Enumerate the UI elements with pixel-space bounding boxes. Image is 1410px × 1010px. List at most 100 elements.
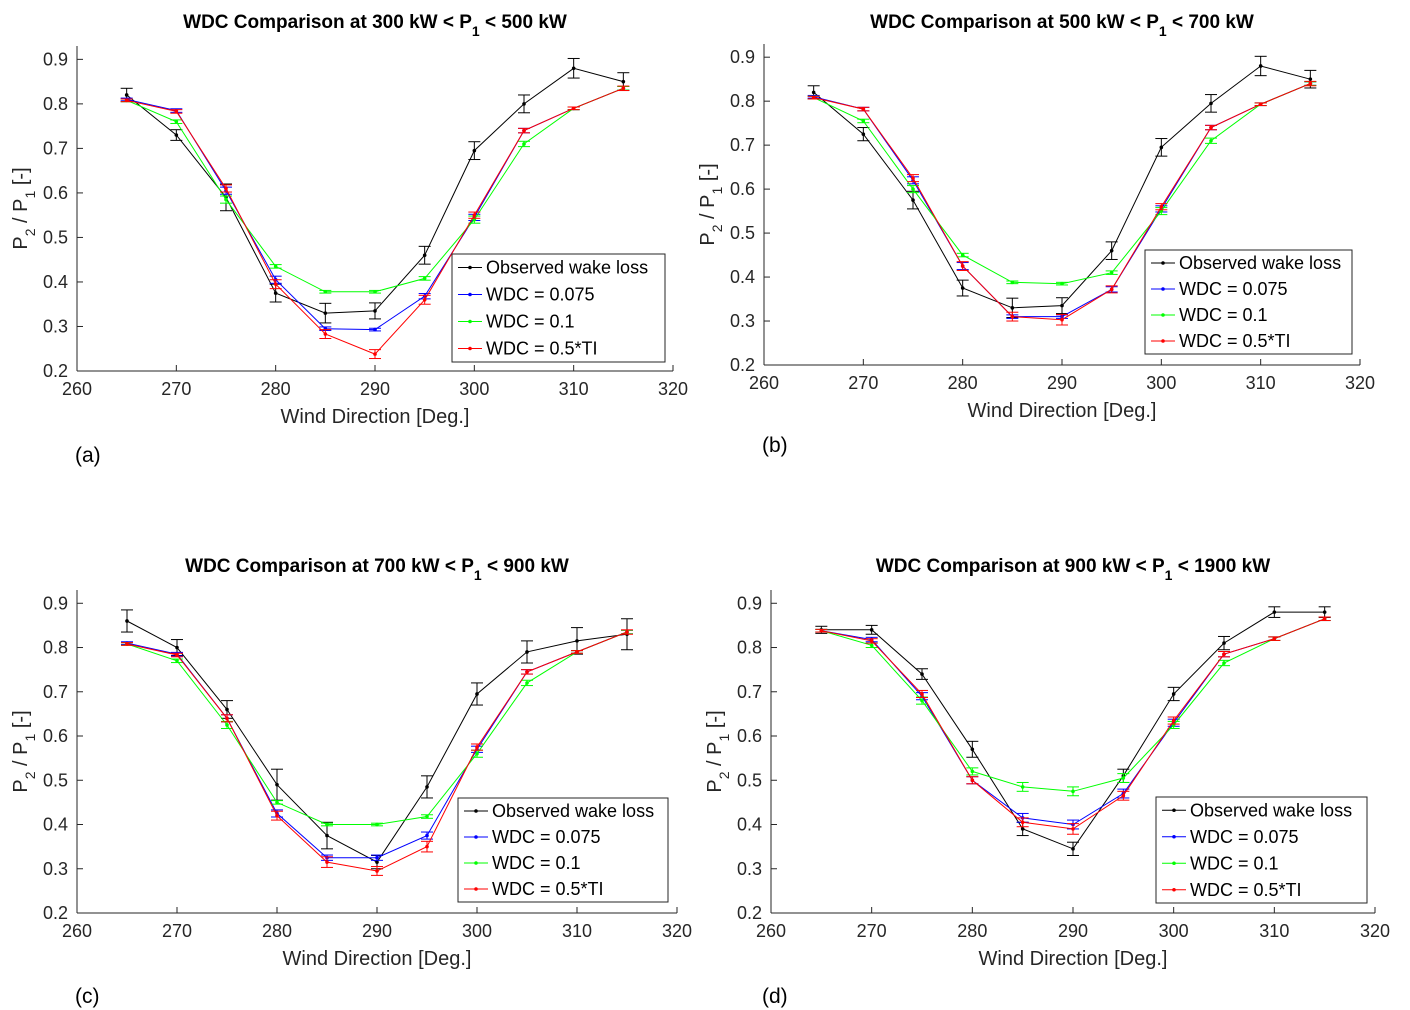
data-point [472, 148, 477, 153]
y-axis-label: P2 / P1 [-] [704, 710, 732, 792]
series-3 [121, 629, 633, 827]
y-tick-label: 0.8 [730, 91, 755, 111]
legend-marker [1161, 339, 1165, 343]
legend-marker [474, 809, 478, 813]
data-point [225, 716, 229, 721]
data-point [625, 630, 629, 634]
data-point [1308, 77, 1313, 81]
y-tick-label: 0.4 [737, 815, 762, 835]
data-point [960, 264, 965, 268]
y-axis-label: P2 / P1 [-] [697, 163, 725, 245]
x-tick-label: 300 [459, 379, 489, 399]
panel-label: (a) [75, 444, 101, 467]
legend-marker [474, 887, 478, 891]
chart-title: WDC Comparison at 900 kW < P1 < 1900 kW [876, 556, 1270, 583]
legend-box [451, 253, 666, 363]
data-point [571, 106, 576, 111]
data-point [174, 133, 179, 137]
legend-box [457, 797, 669, 903]
data-point [375, 822, 379, 827]
data-point [425, 785, 429, 789]
legend-label: WDC = 0.075 [486, 285, 595, 305]
series-3 [815, 616, 1331, 797]
legend-marker [1161, 287, 1165, 291]
data-point [1109, 270, 1114, 275]
data-point [1222, 641, 1226, 645]
y-tick-label: 0.2 [737, 903, 762, 923]
x-tick-label: 280 [261, 379, 291, 399]
y-tick-label: 0.6 [43, 183, 68, 203]
y-tick-label: 0.8 [737, 638, 762, 658]
data-point [273, 264, 278, 269]
data-point [425, 844, 429, 849]
y-tick-label: 0.9 [43, 593, 68, 613]
y-tick-label: 0.7 [43, 138, 68, 158]
x-axis-label: Wind Direction [Deg.] [979, 948, 1168, 970]
data-point [175, 645, 179, 650]
chart-panel-1: WDC Comparison at 300 kW < P1 < 500 kW 26… [10, 12, 688, 467]
data-point [422, 276, 427, 281]
x-tick-label: 260 [62, 921, 92, 941]
x-tick-label: 280 [948, 373, 978, 393]
x-tick-label: 300 [1146, 373, 1176, 393]
data-point [1159, 204, 1164, 209]
legend-marker [474, 835, 478, 839]
data-point [621, 86, 626, 91]
legend-label: Observed wake loss [1190, 800, 1352, 820]
series-4 [121, 629, 633, 876]
chart-panel-4: WDC Comparison at 900 kW < P1 < 1900 kW 2… [704, 556, 1390, 1008]
data-point [1272, 636, 1277, 641]
data-point [1060, 303, 1064, 308]
y-tick-label: 0.2 [43, 903, 68, 923]
data-point [1272, 610, 1277, 614]
data-point [1071, 847, 1075, 851]
legend-marker [474, 861, 478, 865]
data-point [869, 628, 874, 632]
data-point [425, 814, 429, 819]
data-point [375, 855, 379, 860]
data-point [970, 769, 975, 774]
legend-label: Observed wake loss [492, 801, 654, 821]
legend-marker [468, 265, 472, 270]
x-tick-label: 270 [857, 921, 887, 941]
data-point [571, 66, 576, 71]
series-1 [121, 609, 633, 870]
legend-label: WDC = 0.1 [1190, 853, 1279, 873]
data-point [475, 692, 479, 696]
legend-label: WDC = 0.075 [1190, 827, 1299, 847]
x-tick-label: 260 [756, 921, 786, 941]
legend: Observed wake loss WDC = 0.075 WDC = 0.1 WD… [1144, 249, 1353, 355]
data-point [373, 289, 377, 294]
y-tick-label: 0.2 [43, 361, 68, 381]
x-tick-label: 260 [749, 373, 779, 393]
data-point [325, 822, 329, 827]
legend-label: WDC = 0.5*TI [492, 879, 604, 899]
data-point [920, 698, 924, 703]
data-point [1209, 125, 1213, 130]
data-point [1010, 306, 1015, 310]
data-point [525, 650, 529, 654]
data-point [373, 309, 377, 313]
y-tick-label: 0.6 [43, 726, 68, 746]
x-tick-label: 320 [662, 921, 692, 941]
data-point [373, 352, 377, 356]
data-point [1322, 616, 1327, 621]
x-axis-label: Wind Direction [Deg.] [281, 406, 470, 428]
data-point [911, 187, 915, 191]
x-tick-label: 270 [848, 373, 878, 393]
y-tick-label: 0.7 [737, 682, 762, 702]
data-point [1010, 280, 1015, 285]
panel-label: (b) [762, 434, 788, 457]
legend: Observed wake loss WDC = 0.075 WDC = 0.1 WD… [457, 797, 669, 903]
data-point [225, 707, 229, 712]
chart-title: WDC Comparison at 700 kW < P1 < 900 kW [185, 556, 569, 583]
data-point [325, 860, 329, 864]
data-point [1071, 827, 1075, 831]
y-tick-label: 0.5 [43, 770, 68, 790]
series-1 [120, 57, 630, 324]
x-tick-label: 280 [957, 921, 987, 941]
x-tick-label: 270 [162, 921, 192, 941]
legend: Observed wake loss WDC = 0.075 WDC = 0.1 WD… [451, 253, 666, 363]
data-point [1209, 138, 1213, 143]
